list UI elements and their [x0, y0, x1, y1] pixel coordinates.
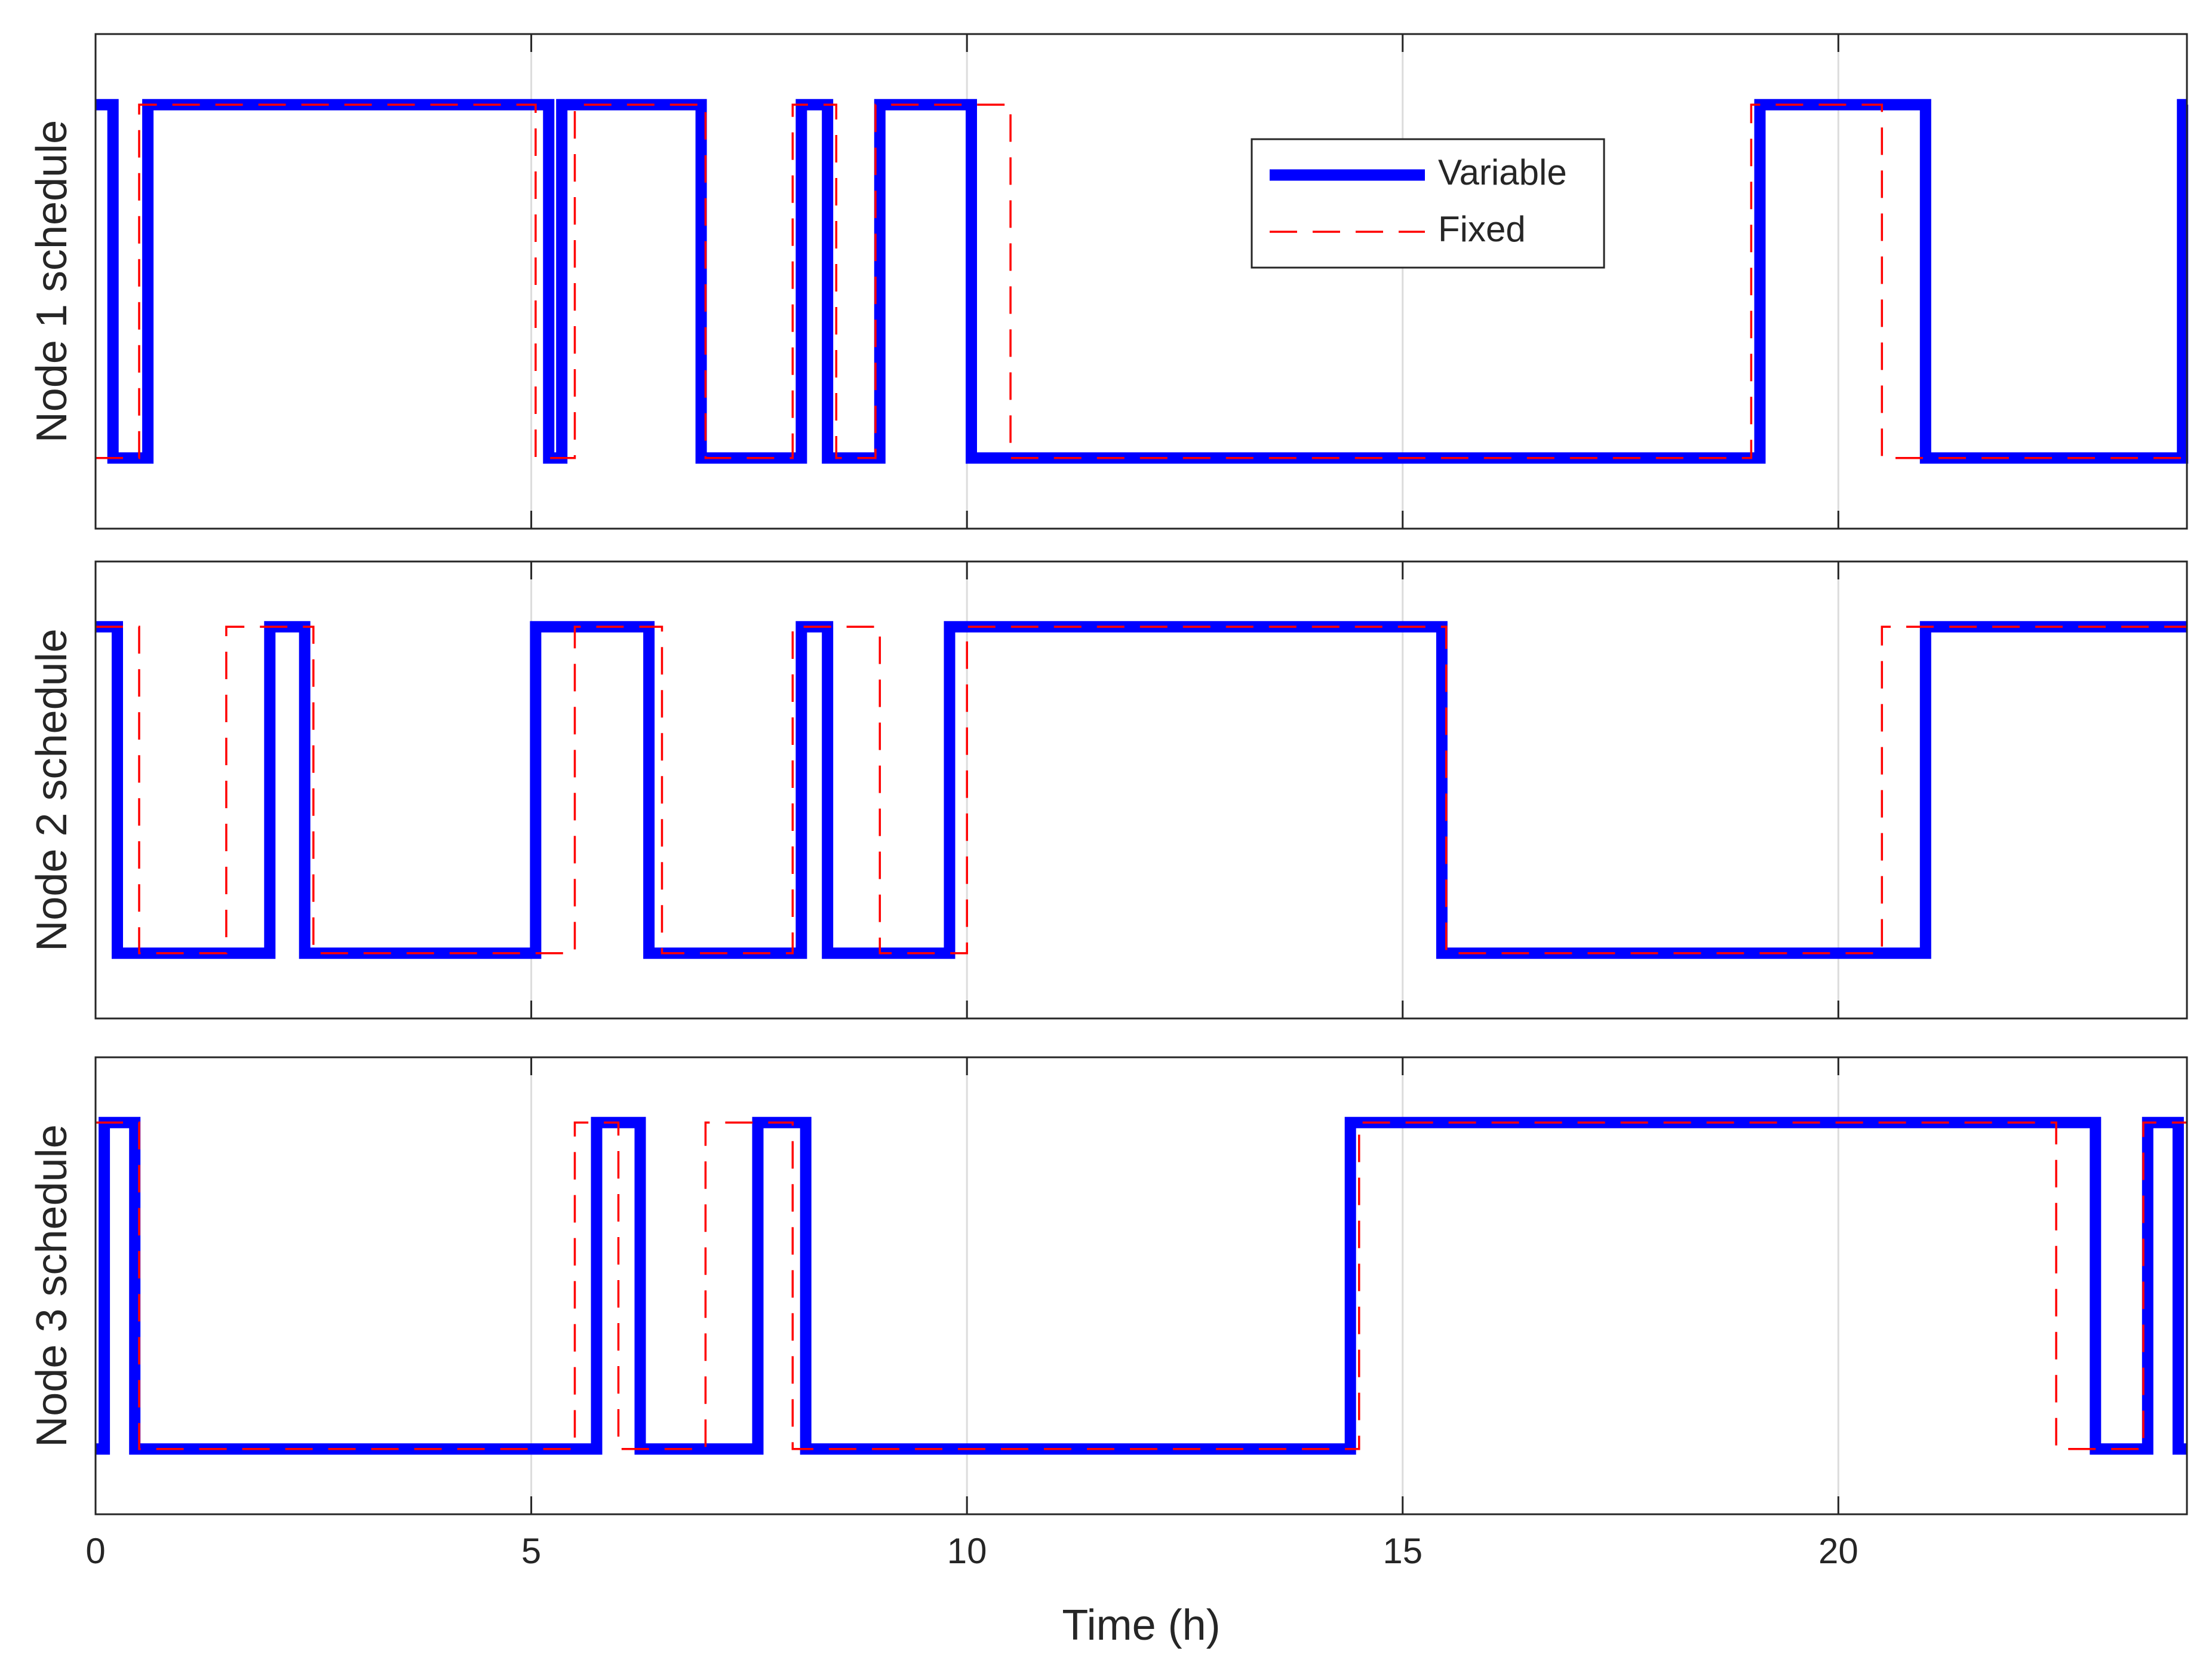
x-tick-label-10: 10	[947, 1531, 987, 1571]
axes-frame	[94, 1056, 2188, 1515]
plot-area	[96, 621, 2187, 959]
axes-frame	[94, 33, 2188, 530]
ylabel: Node 1 schedule	[28, 120, 76, 443]
x-tick-label-20: 20	[1818, 1531, 1858, 1571]
xlabel: Time (h)	[1062, 1601, 1220, 1649]
ylabel: Node 2 schedule	[28, 628, 76, 951]
series-fixed-node-1	[96, 103, 2187, 459]
subplot-node-3: Node 3 schedule	[28, 1056, 2188, 1515]
x-tick-label-15: 15	[1382, 1531, 1423, 1571]
plot-area	[96, 99, 2189, 464]
x-tick-labels: 0 5 10 15 20	[85, 1531, 1858, 1571]
series-variable-node-1	[96, 99, 2189, 464]
grid	[530, 1057, 1839, 1514]
plot-area	[96, 1116, 2187, 1455]
subplot-node-1: Node 1 schedule	[28, 33, 2189, 530]
x-tick-label-5: 5	[521, 1531, 541, 1571]
legend-box	[1251, 138, 1605, 269]
axes-frame	[94, 560, 2188, 1020]
subplot-node-2: Node 2 schedule	[28, 560, 2188, 1020]
legend-label-variable: Variable	[1438, 152, 1567, 192]
x-tick-label-0: 0	[85, 1531, 105, 1571]
legend-label-fixed: Fixed	[1438, 209, 1526, 249]
ylabel: Node 3 schedule	[28, 1124, 76, 1447]
series-fixed-node-2	[96, 625, 2187, 955]
series-fixed-node-3	[96, 1121, 2187, 1450]
legend: Variable Fixed	[1251, 138, 1605, 269]
